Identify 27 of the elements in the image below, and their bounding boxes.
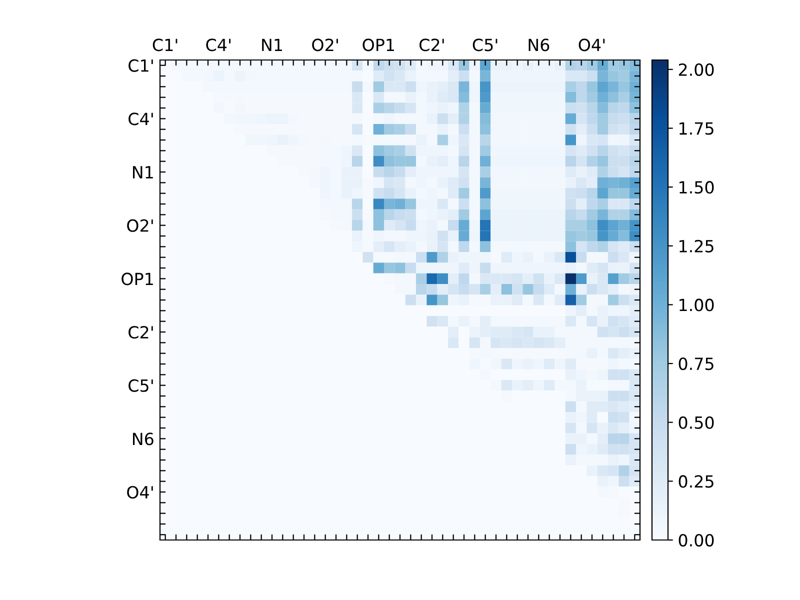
y-tick-label: C5' — [128, 379, 153, 392]
color-bar-label: 1.00 — [680, 298, 714, 312]
x-tick-label: OP1 — [362, 38, 394, 52]
y-tick-label: C1' — [128, 59, 153, 72]
color-bar-label: 0.50 — [678, 416, 714, 429]
color-bar-label: 1.25 — [680, 240, 714, 252]
x-tick-label: C1' — [152, 38, 178, 52]
y-tick-label: C2' — [128, 326, 153, 339]
y-tick-label: O2' — [127, 219, 153, 232]
color-bar-label: 0.25 — [678, 475, 714, 488]
x-tick-label: C2' — [420, 38, 444, 52]
x-tick-label: C5' — [472, 38, 498, 52]
x-tick-label: N1 — [262, 38, 282, 51]
color-bar-label: 0.75 — [678, 357, 714, 370]
y-tick-label: N6 — [133, 432, 154, 446]
color-bar-label: 1.50 — [680, 181, 714, 194]
color-bar-label: 2.00 — [678, 63, 714, 76]
y-tick-label: C4' — [128, 112, 153, 126]
color-bar-label: 1.75 — [680, 122, 714, 135]
y-tick-label: OP1 — [122, 272, 153, 286]
x-tick-label: O2' — [312, 38, 338, 52]
color-bar-label: 0.00 — [678, 534, 714, 547]
x-tick-label: N6 — [528, 38, 550, 52]
y-tick-label: N1 — [133, 166, 153, 178]
x-tick-label: O4' — [578, 38, 605, 52]
y-tick-label: O4' — [127, 486, 153, 499]
x-tick-label: C4' — [206, 38, 230, 52]
